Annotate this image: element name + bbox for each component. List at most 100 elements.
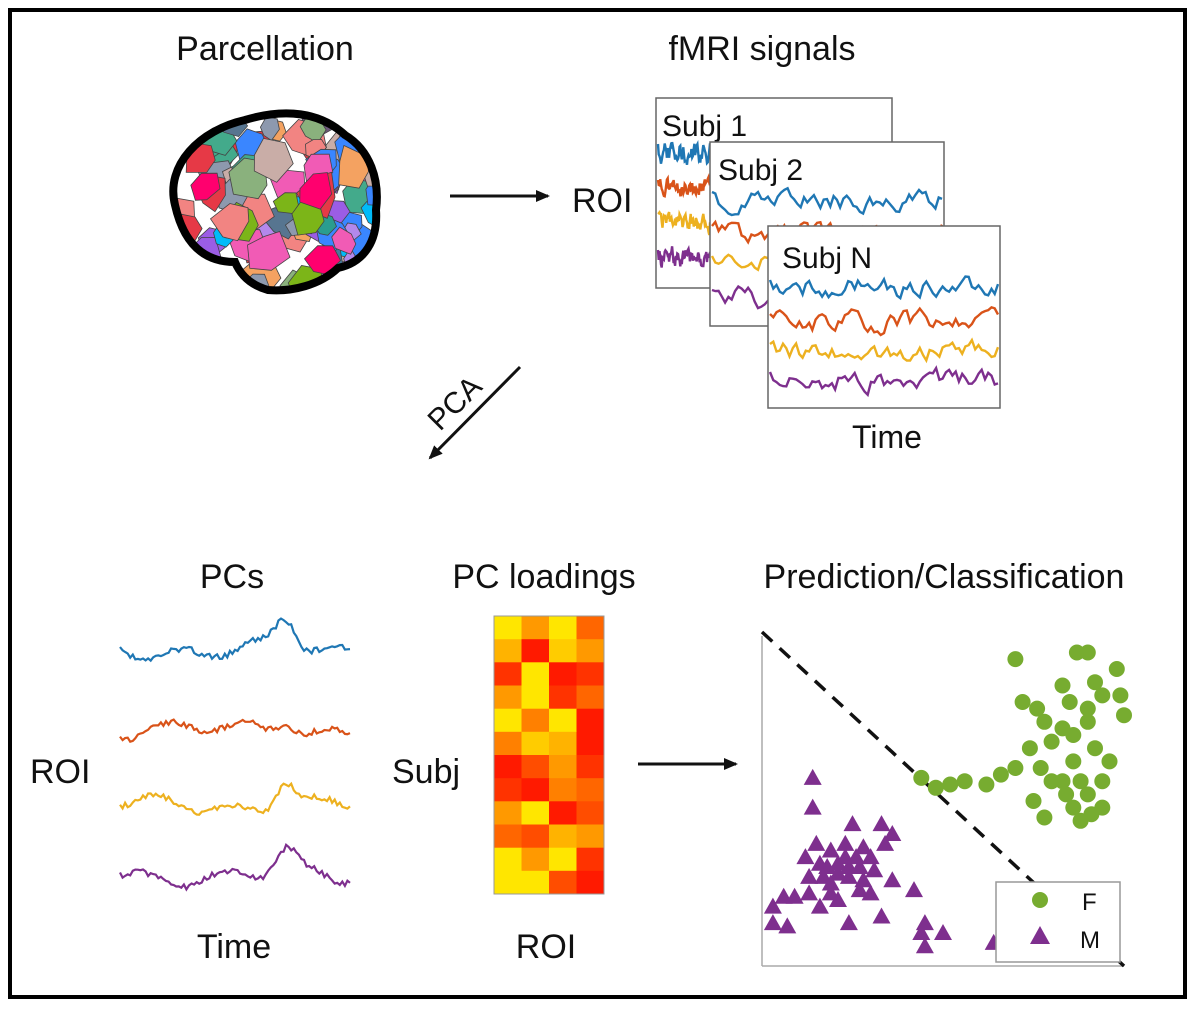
legend-f-label: F [1082, 889, 1097, 916]
legend-f-marker [1032, 892, 1048, 908]
scatter-point-m [821, 841, 840, 858]
signal-line [769, 305, 1000, 337]
scatter-point-m [843, 815, 862, 832]
brain-parcellation-icon [169, 109, 381, 295]
signal-line [768, 365, 999, 398]
heatmap-cell [494, 731, 522, 756]
scatter-point-f [1065, 799, 1082, 816]
scatter-point-f [978, 776, 995, 793]
scatter-male-points [763, 768, 1003, 954]
brain-parcel [338, 270, 371, 291]
scatter-point-f [1061, 694, 1078, 710]
brain-parcel [349, 113, 377, 137]
scatter-point-m [803, 768, 822, 785]
figure-frame [8, 8, 1187, 999]
scatter-point-m [800, 867, 819, 884]
scatter-point-f [1032, 760, 1049, 776]
pca-label: PCA [422, 370, 489, 437]
heatmap-cell [494, 616, 522, 640]
scatter-point-f [1036, 713, 1053, 730]
heatmap-cell [521, 870, 550, 895]
heatmap-border [493, 615, 605, 895]
brain-parcel [342, 113, 373, 133]
heatmap-cell [521, 778, 550, 802]
fmri-signals-title: fMRI signals [668, 30, 855, 68]
scatter-point-f [1079, 700, 1096, 717]
heatmap-cell [576, 801, 605, 825]
signal-line [656, 139, 712, 166]
heatmap-cell [549, 847, 577, 872]
scatter-point-f [1043, 733, 1060, 750]
scatter-point-f [1094, 773, 1111, 790]
scatter-point-f [927, 779, 944, 796]
scatter-point-f [1116, 707, 1132, 724]
brain-parcel [299, 172, 333, 210]
heatmap-cell [521, 731, 550, 756]
pc-line [119, 718, 351, 744]
scatter-point-m [912, 924, 931, 940]
scatter-point-f [1007, 760, 1024, 776]
scatter-point-f [1021, 740, 1038, 757]
heatmap-cell [549, 870, 577, 895]
heatmap-cell [521, 824, 550, 849]
pc-loadings-title: PC loadings [452, 558, 635, 596]
signal-line [656, 245, 712, 268]
scatter-point-f [1025, 793, 1042, 809]
scatter-point-f [956, 773, 973, 790]
scatter-point-f [1087, 674, 1103, 691]
heatmap-cell [549, 639, 577, 663]
scatter-point-m [934, 924, 952, 940]
heatmap-cell [521, 639, 550, 663]
scatter-point-f [1007, 651, 1024, 668]
heatmap-cell [494, 870, 522, 895]
scatter-point-f [1036, 809, 1053, 826]
scatter-point-m [829, 891, 847, 907]
heatmap-cell [549, 801, 577, 825]
scatter-point-f [1108, 661, 1125, 677]
heatmap-cell [521, 755, 550, 779]
heatmap-cell [494, 639, 522, 663]
heatmap-cell [494, 685, 522, 710]
heatmap-cell [549, 731, 577, 756]
subj-n-label: Subj N [782, 242, 872, 275]
pc-line [119, 842, 351, 892]
heatmap-cell [576, 870, 605, 895]
heatmap-cell [494, 847, 522, 872]
scatter-point-m [829, 854, 847, 871]
heatmap-cell [494, 755, 522, 779]
scatter-point-m [803, 798, 822, 815]
legend-m-marker [1030, 926, 1050, 944]
subject-panel-n: Subj N [767, 225, 1001, 409]
pc-line [119, 781, 351, 816]
heatmap-cell [576, 778, 605, 802]
heatmap-cell [549, 685, 577, 710]
scatter-point-m [810, 897, 829, 914]
scatter-point-m [807, 834, 826, 851]
scatter-point-m [915, 937, 934, 954]
heatmap-cell [576, 824, 605, 849]
heatmap-cell [521, 708, 550, 733]
pc-line [119, 617, 351, 663]
roi-heatmap-label: ROI [516, 928, 576, 966]
scatter-point-f [1079, 786, 1096, 803]
roi-left-label: ROI [30, 753, 90, 791]
pc-time-courses [119, 617, 351, 892]
brain-parcel [367, 251, 377, 279]
scatter-point-f [1054, 773, 1071, 790]
heatmap-cell [576, 616, 605, 640]
scatter-point-f [992, 766, 1009, 783]
scatter-point-m [850, 858, 869, 874]
brain-parcel [175, 252, 201, 280]
heatmap-cell [521, 662, 550, 686]
scatter-point-m [778, 917, 797, 934]
brain-parcel [253, 137, 294, 183]
scatter-point-f [1112, 687, 1129, 704]
heatmap-cell [549, 616, 577, 640]
heatmap-cell [549, 755, 577, 779]
scatter-point-f [1072, 773, 1089, 790]
heatmap-cell [494, 778, 522, 802]
brain-parcel [174, 265, 212, 291]
scatter-point-f [1101, 753, 1118, 770]
scatter-point-m [796, 848, 815, 865]
